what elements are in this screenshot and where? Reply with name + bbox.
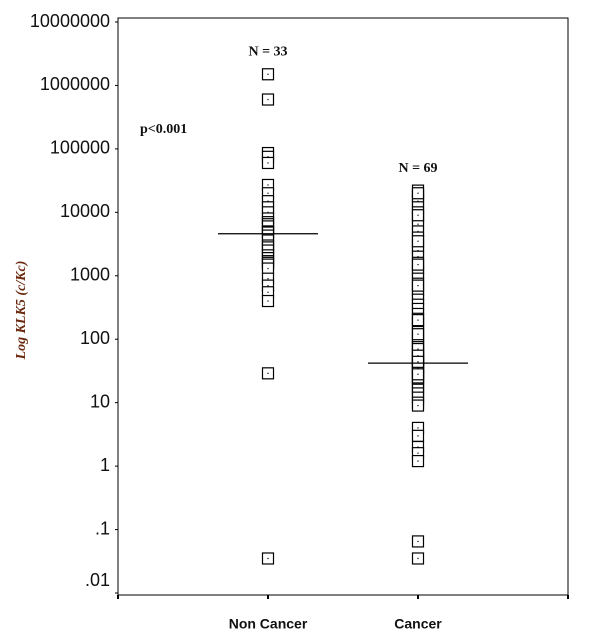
point-dot [267, 98, 269, 101]
point-dot [417, 223, 419, 225]
x-tick-label: Non Cancer [229, 616, 308, 632]
y-tick-label: 100 [80, 328, 110, 348]
y-tick-label: 1 [100, 455, 110, 475]
point-dot [267, 162, 269, 164]
point-dot [417, 285, 419, 287]
point-dot [267, 372, 269, 374]
point-dot [267, 192, 269, 194]
point-dot [417, 256, 419, 258]
group-label: N = 69 [398, 161, 437, 176]
point-dot [417, 540, 419, 543]
point-dot [417, 333, 419, 335]
point-dot [417, 460, 419, 462]
point-dot [417, 319, 419, 321]
point-dot [417, 427, 419, 429]
point-dot [267, 267, 269, 270]
point-dot [417, 230, 419, 233]
point-dot [417, 404, 419, 407]
point-dot [417, 361, 419, 363]
point-dot [267, 211, 269, 213]
point-dot [417, 557, 419, 560]
point-dot [267, 156, 269, 158]
point-dot [417, 214, 419, 216]
point-dot [417, 240, 419, 242]
point-dot [417, 192, 419, 194]
point-dot [417, 446, 419, 448]
point-dot [267, 300, 269, 302]
plot-frame [117, 17, 569, 596]
x-tick-label: Cancer [394, 616, 442, 632]
point-dot [417, 367, 419, 369]
y-tick-label: .1 [95, 518, 110, 538]
annotation: p<0.001 [140, 122, 187, 137]
point-dot [417, 200, 419, 202]
y-tick-label: 10000 [60, 201, 110, 221]
y-tick-label: 10000000 [30, 11, 110, 31]
point-dot [267, 200, 269, 202]
point-dot [417, 373, 419, 375]
y-tick-label: 100000 [50, 138, 110, 158]
point-dot [417, 355, 419, 357]
point-dot [267, 557, 269, 560]
point-dot [417, 435, 419, 437]
point-dot [417, 452, 419, 454]
point-dot [267, 184, 269, 186]
y-axis-label: Log KLK5 (c/Kc) [14, 261, 29, 361]
group-label: N = 33 [248, 44, 287, 59]
y-tick-label: 1000000 [40, 74, 110, 94]
y-tick-label: 1000 [70, 265, 110, 285]
point-dot [267, 285, 269, 287]
y-tick-label: 10 [90, 391, 110, 411]
point-dot [267, 291, 269, 293]
point-dot [417, 348, 419, 350]
point-dot [417, 249, 419, 252]
y-tick-label: .01 [85, 570, 110, 590]
point-dot [267, 278, 269, 280]
point-dot [417, 264, 419, 266]
point-dot [267, 73, 269, 75]
